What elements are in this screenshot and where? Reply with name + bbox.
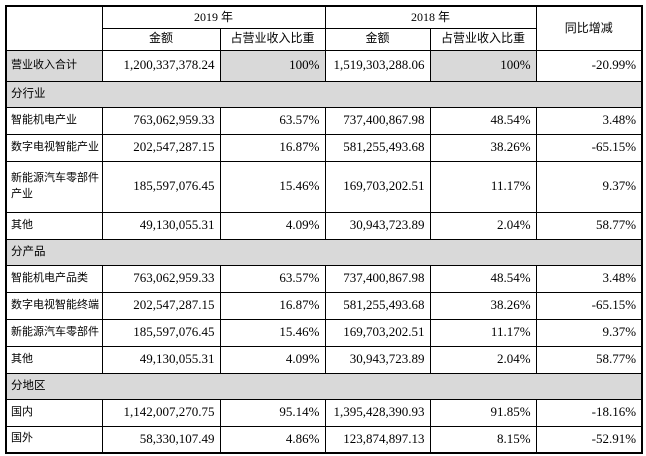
section-title: 分产品 bbox=[5, 238, 643, 266]
amount-2018-cell: 1,519,303,288.06 bbox=[324, 49, 431, 82]
ratio-2018-cell: 91.85% bbox=[429, 398, 537, 427]
row-label-cell: 其他 bbox=[5, 211, 103, 240]
amount-2019-cell: 1,200,337,378.24 bbox=[101, 49, 221, 82]
ratio-2019-cell: 4.09% bbox=[219, 345, 326, 374]
yoy-cell: 9.37% bbox=[535, 160, 643, 213]
table-row: 智能机电产业 763,062,959.33 63.57% 737,400,867… bbox=[5, 106, 643, 135]
yoy-cell: 3.48% bbox=[535, 264, 643, 293]
row-label-cell: 新能源汽车零部件产业 bbox=[5, 160, 103, 213]
amount-2019-cell: 763,062,959.33 bbox=[101, 264, 221, 293]
ratio-2019-cell: 4.09% bbox=[219, 211, 326, 240]
table-row: 国外 58,330,107.49 4.86% 123,874,897.13 8.… bbox=[5, 425, 643, 454]
yoy-cell: 58.77% bbox=[535, 211, 643, 240]
row-label-cell: 智能机电产业 bbox=[5, 106, 103, 135]
ratio-2018-cell: 2.04% bbox=[429, 211, 537, 240]
amount-2019-cell: 185,597,076.45 bbox=[101, 318, 221, 347]
ratio-2018-cell: 48.54% bbox=[429, 264, 537, 293]
ratio-2019-cell: 15.46% bbox=[219, 160, 326, 213]
ratio-2018-cell: 2.04% bbox=[429, 345, 537, 374]
amount-2019-cell: 58,330,107.49 bbox=[101, 425, 221, 454]
table-row: 数字电视智能终端 202,547,287.15 16.87% 581,255,4… bbox=[5, 291, 643, 320]
amount-2018-cell: 30,943,723.89 bbox=[324, 211, 431, 240]
yoy-cell: 58.77% bbox=[535, 345, 643, 374]
amount-2018-cell: 30,943,723.89 bbox=[324, 345, 431, 374]
revenue-breakdown-table: 2019 年 2018 年 同比增减 金额 占营业收入比重 金额 占营业收入比重… bbox=[5, 5, 644, 454]
amount-2019-cell: 185,597,076.45 bbox=[101, 160, 221, 213]
row-label-cell: 数字电视智能产业 bbox=[5, 133, 103, 162]
amount-2019-header: 金额 bbox=[101, 27, 221, 51]
ratio-2018-cell: 38.26% bbox=[429, 291, 537, 320]
ratio-2018-cell: 38.26% bbox=[429, 133, 537, 162]
yoy-cell: 9.37% bbox=[535, 318, 643, 347]
section-title: 分行业 bbox=[5, 80, 643, 108]
amount-2018-cell: 1,395,428,390.93 bbox=[324, 398, 431, 427]
amount-2019-cell: 202,547,287.15 bbox=[101, 291, 221, 320]
year-2018-header: 2018 年 bbox=[324, 5, 537, 29]
yoy-cell: -65.15% bbox=[535, 133, 643, 162]
year-2019-header: 2019 年 bbox=[101, 5, 326, 29]
ratio-2019-cell: 63.57% bbox=[219, 106, 326, 135]
ratio-2018-cell: 48.54% bbox=[429, 106, 537, 135]
yoy-cell: -52.91% bbox=[535, 425, 643, 454]
amount-2018-cell: 123,874,897.13 bbox=[324, 425, 431, 454]
amount-2019-cell: 1,142,007,270.75 bbox=[101, 398, 221, 427]
table-row: 新能源汽车零部件 185,597,076.45 15.46% 169,703,2… bbox=[5, 318, 643, 347]
table-row: 智能机电产品类 763,062,959.33 63.57% 737,400,86… bbox=[5, 264, 643, 293]
amount-2018-cell: 169,703,202.51 bbox=[324, 160, 431, 213]
table-row: 其他 49,130,055.31 4.09% 30,943,723.89 2.0… bbox=[5, 345, 643, 374]
yoy-header: 同比增减 bbox=[535, 5, 643, 51]
ratio-2019-cell: 16.87% bbox=[219, 133, 326, 162]
section-row-industry: 分行业 bbox=[5, 80, 643, 108]
ratio-2019-cell: 16.87% bbox=[219, 291, 326, 320]
row-label-cell: 新能源汽车零部件 bbox=[5, 318, 103, 347]
table-row: 其他 49,130,055.31 4.09% 30,943,723.89 2.0… bbox=[5, 211, 643, 240]
amount-2019-cell: 763,062,959.33 bbox=[101, 106, 221, 135]
yoy-cell: -20.99% bbox=[535, 49, 643, 82]
ratio-2019-cell: 15.46% bbox=[219, 318, 326, 347]
amount-2018-cell: 581,255,493.68 bbox=[324, 133, 431, 162]
section-title: 分地区 bbox=[5, 372, 643, 400]
ratio-2019-cell: 100% bbox=[219, 49, 326, 82]
table-row: 国内 1,142,007,270.75 95.14% 1,395,428,390… bbox=[5, 398, 643, 427]
row-label-cell: 营业收入合计 bbox=[5, 49, 103, 82]
row-label-cell: 国外 bbox=[5, 425, 103, 454]
amount-2019-cell: 49,130,055.31 bbox=[101, 211, 221, 240]
table-row: 新能源汽车零部件产业 185,597,076.45 15.46% 169,703… bbox=[5, 160, 643, 213]
amount-2018-cell: 581,255,493.68 bbox=[324, 291, 431, 320]
amount-2019-cell: 202,547,287.15 bbox=[101, 133, 221, 162]
row-label-cell: 其他 bbox=[5, 345, 103, 374]
yoy-cell: -65.15% bbox=[535, 291, 643, 320]
amount-2019-cell: 49,130,055.31 bbox=[101, 345, 221, 374]
corner-cell bbox=[5, 5, 103, 51]
yoy-cell: -18.16% bbox=[535, 398, 643, 427]
amount-2018-cell: 169,703,202.51 bbox=[324, 318, 431, 347]
ratio-2019-cell: 95.14% bbox=[219, 398, 326, 427]
ratio-2019-cell: 4.86% bbox=[219, 425, 326, 454]
ratio-2019-header: 占营业收入比重 bbox=[219, 27, 326, 51]
ratio-2018-header: 占营业收入比重 bbox=[429, 27, 537, 51]
section-row-region: 分地区 bbox=[5, 372, 643, 400]
table-row: 数字电视智能产业 202,547,287.15 16.87% 581,255,4… bbox=[5, 133, 643, 162]
ratio-2018-cell: 11.17% bbox=[429, 160, 537, 213]
ratio-2018-cell: 11.17% bbox=[429, 318, 537, 347]
ratio-2019-cell: 63.57% bbox=[219, 264, 326, 293]
row-label-cell: 国内 bbox=[5, 398, 103, 427]
amount-2018-cell: 737,400,867.98 bbox=[324, 106, 431, 135]
ratio-2018-cell: 8.15% bbox=[429, 425, 537, 454]
yoy-cell: 3.48% bbox=[535, 106, 643, 135]
table-row-total: 营业收入合计 1,200,337,378.24 100% 1,519,303,2… bbox=[5, 49, 643, 82]
table-header-row-years: 2019 年 2018 年 同比增减 bbox=[5, 5, 643, 51]
amount-2018-header: 金额 bbox=[324, 27, 431, 51]
amount-2018-cell: 737,400,867.98 bbox=[324, 264, 431, 293]
row-label-cell: 智能机电产品类 bbox=[5, 264, 103, 293]
row-label-cell: 数字电视智能终端 bbox=[5, 291, 103, 320]
ratio-2018-cell: 100% bbox=[429, 49, 537, 82]
section-row-product: 分产品 bbox=[5, 238, 643, 266]
